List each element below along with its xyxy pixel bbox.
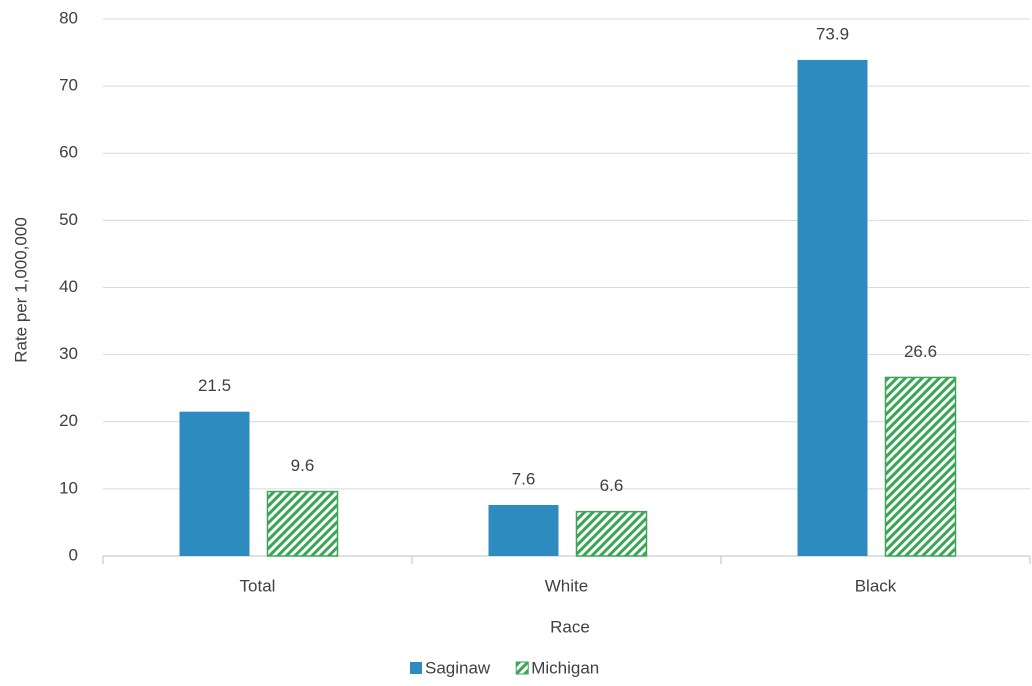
bar	[575, 510, 648, 557]
legend-label: Michigan	[531, 658, 599, 677]
bar	[488, 504, 559, 556]
y-tick-label: 30	[59, 344, 78, 363]
bar	[266, 490, 339, 557]
bar	[797, 59, 868, 556]
data-label: 73.9	[816, 24, 849, 43]
y-tick-label: 70	[59, 76, 78, 95]
bar	[884, 376, 957, 557]
y-axis-label: Rate per 1,000,000	[11, 217, 30, 363]
y-tick-label: 60	[59, 143, 78, 162]
legend-swatch	[515, 661, 529, 675]
data-label: 26.6	[904, 342, 937, 361]
y-tick-label: 50	[59, 210, 78, 229]
y-tick-label: 40	[59, 277, 78, 296]
legend-label: Saginaw	[425, 658, 491, 677]
y-tick-label: 80	[59, 8, 78, 27]
bar	[179, 411, 250, 556]
data-label: 9.6	[291, 456, 315, 475]
x-tick-label: White	[545, 576, 588, 595]
y-tick-label: 10	[59, 478, 78, 497]
x-tick-label: Total	[240, 576, 276, 595]
x-tick-label: Black	[855, 576, 897, 595]
y-tick-label: 20	[59, 411, 78, 430]
data-label: 7.6	[512, 469, 536, 488]
data-label: 6.6	[600, 476, 624, 495]
x-axis-label: Race	[550, 617, 590, 636]
legend-swatch	[410, 662, 422, 674]
y-tick-label: 0	[69, 545, 78, 564]
data-label: 21.5	[198, 376, 231, 395]
